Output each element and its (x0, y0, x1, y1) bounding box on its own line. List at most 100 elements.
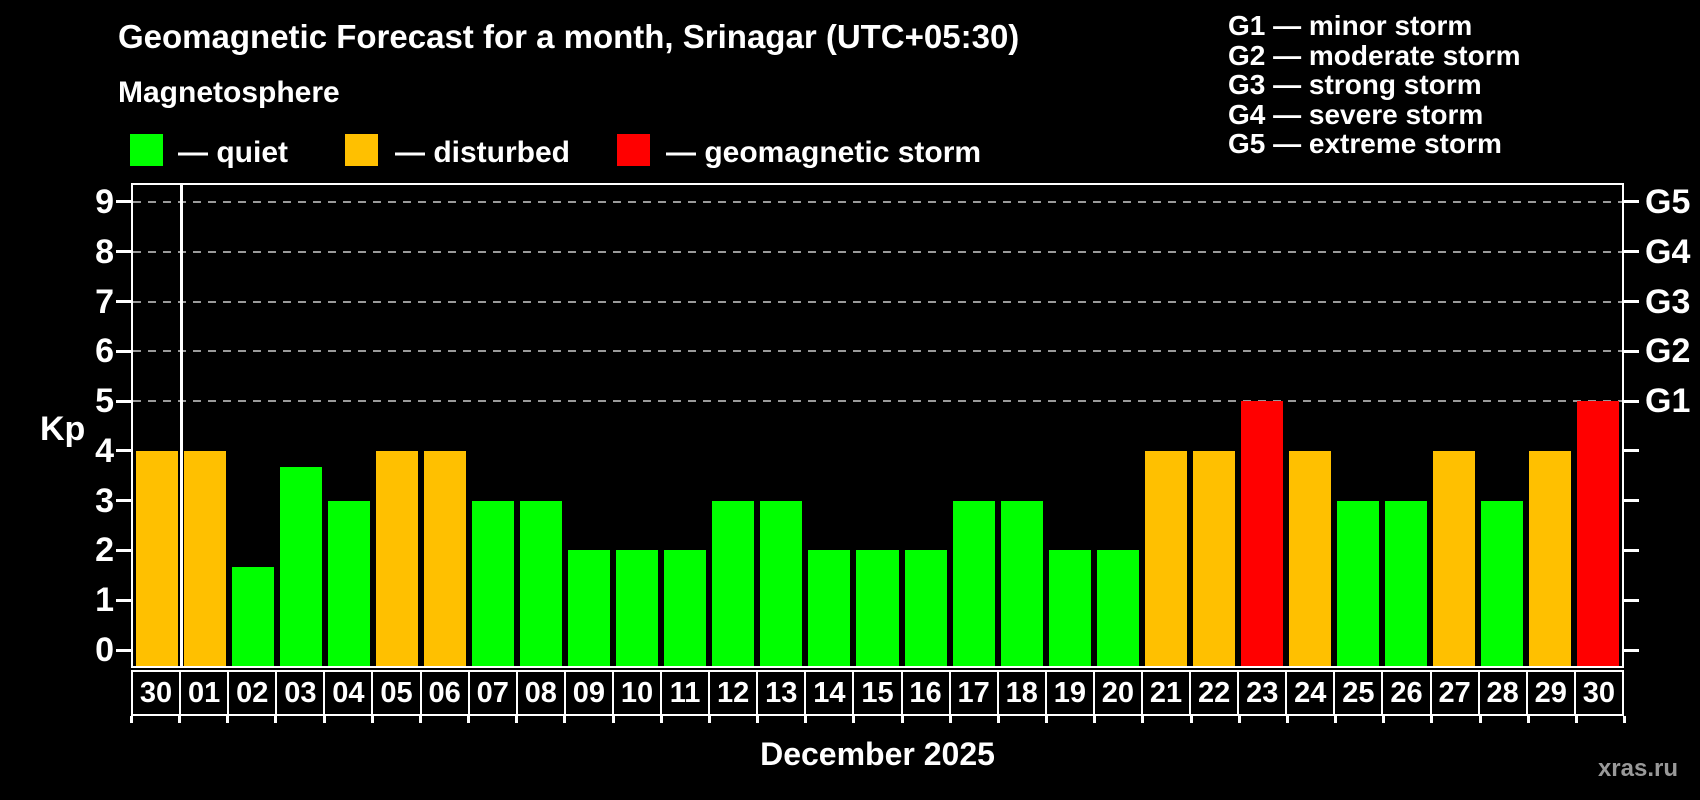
date-cell-07-7: 07 (469, 672, 516, 714)
y-tick-right-0 (1624, 648, 1639, 652)
gridline-kp8 (133, 250, 1622, 253)
y-tick-label-1: 1 (95, 581, 114, 620)
bar-day-12 (712, 500, 755, 666)
y-tick-right-7 (1624, 300, 1639, 304)
gridline-kp6 (133, 350, 1622, 353)
legend-swatch-quiet (130, 134, 163, 166)
y-tick-left-8 (116, 250, 131, 254)
bar-day-05 (376, 450, 419, 666)
y-axis-label: Kp (40, 410, 86, 448)
y-tick-left-0 (116, 648, 131, 652)
date-cell-23-23: 23 (1239, 672, 1286, 714)
y-tick-left-3 (116, 499, 131, 503)
x-boundary-tick-8 (515, 716, 519, 723)
legend-swatch-disturbed (345, 134, 378, 166)
bar-day-21 (1144, 450, 1187, 666)
bar-day-27 (1432, 450, 1475, 666)
y-tick-left-9 (116, 200, 131, 204)
month-separator-line (179, 185, 183, 666)
legend-label-storm: — geomagnetic storm (666, 136, 982, 169)
y-tick-right-8 (1624, 250, 1639, 254)
bar-day-30 (1576, 401, 1619, 666)
y-tick-label-2: 2 (95, 531, 114, 570)
x-boundary-tick-18 (996, 716, 1000, 723)
y-tick-right-5 (1624, 399, 1639, 403)
bar-day-24 (1288, 450, 1331, 666)
storm-scale-g5: G5 — extreme storm (1228, 128, 1502, 159)
date-cell-29-29: 29 (1527, 672, 1574, 714)
storm-scale-g3: G3 — strong storm (1228, 69, 1482, 100)
bar-day-13 (760, 500, 803, 666)
y-tick-right-4 (1624, 449, 1639, 453)
x-boundary-tick-5 (370, 716, 374, 723)
bar-day-04 (328, 500, 371, 666)
date-cell-17-17: 17 (950, 672, 997, 714)
legend-swatch-storm (617, 134, 650, 166)
date-cell-06-6: 06 (421, 672, 468, 714)
y-tick-left-4 (116, 449, 131, 453)
bar-day-23 (1240, 401, 1283, 666)
bar-day-26 (1384, 500, 1427, 666)
gridline-kp7 (133, 300, 1622, 303)
plot-inner (133, 185, 1622, 666)
x-boundary-tick-6 (418, 716, 422, 723)
date-cell-08-8: 08 (517, 672, 564, 714)
date-cell-03-3: 03 (277, 672, 324, 714)
date-cell-14-14: 14 (806, 672, 853, 714)
x-boundary-tick-2 (226, 716, 230, 723)
bar-day-11 (664, 550, 707, 666)
bar-day-14 (808, 550, 851, 666)
date-cell-24-24: 24 (1287, 672, 1334, 714)
date-cell-22-22: 22 (1191, 672, 1238, 714)
date-cell-30-30: 30 (1575, 672, 1622, 714)
date-cell-26-26: 26 (1383, 672, 1430, 714)
date-cell-30-0: 30 (133, 672, 180, 714)
bar-day-18 (1000, 500, 1043, 666)
date-cell-09-9: 09 (565, 672, 612, 714)
x-boundary-tick-7 (467, 716, 471, 723)
bar-day-01 (184, 450, 227, 666)
bar-day-08 (520, 500, 563, 666)
x-boundary-tick-9 (563, 716, 567, 723)
x-boundary-tick-12 (707, 716, 711, 723)
date-cell-27-27: 27 (1431, 672, 1478, 714)
y-tick-label-0: 0 (95, 631, 114, 669)
x-axis-title: December 2025 (760, 736, 995, 772)
bar-day-25 (1336, 500, 1379, 666)
y-tick-left-7 (116, 300, 131, 304)
date-cell-12-12: 12 (710, 672, 757, 714)
right-axis-label-g3: G3 (1645, 282, 1691, 321)
date-cell-28-28: 28 (1479, 672, 1526, 714)
bar-day-17 (952, 500, 995, 666)
bar-day-10 (616, 550, 659, 666)
x-boundary-tick-22 (1189, 716, 1193, 723)
date-cell-20-20: 20 (1094, 672, 1141, 714)
x-boundary-tick-13 (756, 716, 760, 723)
bar-day-15 (856, 550, 899, 666)
bar-day-09 (568, 550, 611, 666)
x-boundary-tick-28 (1478, 716, 1482, 723)
y-tick-right-6 (1624, 349, 1639, 353)
chart-title: Geomagnetic Forecast for a month, Srinag… (118, 18, 1020, 55)
x-boundary-tick-27 (1430, 716, 1434, 723)
right-axis-label-g5: G5 (1645, 182, 1691, 221)
y-tick-label-3: 3 (95, 481, 114, 520)
bar-day-20 (1096, 550, 1139, 666)
x-boundary-tick-10 (611, 716, 615, 723)
y-tick-label-5: 5 (95, 382, 114, 421)
storm-scale-legend: G1 — minor storm G2 — moderate storm G3 … (1228, 11, 1521, 159)
gridline-kp5 (133, 400, 1622, 403)
bar-day-22 (1192, 450, 1235, 666)
chart-subtitle: Magnetosphere (118, 76, 340, 109)
x-boundary-tick-29 (1526, 716, 1530, 723)
y-tick-left-1 (116, 598, 131, 602)
x-boundary-tick-30 (1574, 716, 1578, 723)
right-axis-label-g1: G1 (1645, 382, 1691, 421)
date-cell-25-25: 25 (1335, 672, 1382, 714)
x-boundary-tick-3 (274, 716, 278, 723)
y-tick-label-7: 7 (95, 282, 114, 321)
storm-scale-g2: G2 — moderate storm (1228, 39, 1521, 71)
bar-day-19 (1048, 550, 1091, 666)
x-boundary-tick-24 (1285, 716, 1289, 723)
y-tick-left-5 (116, 399, 131, 403)
